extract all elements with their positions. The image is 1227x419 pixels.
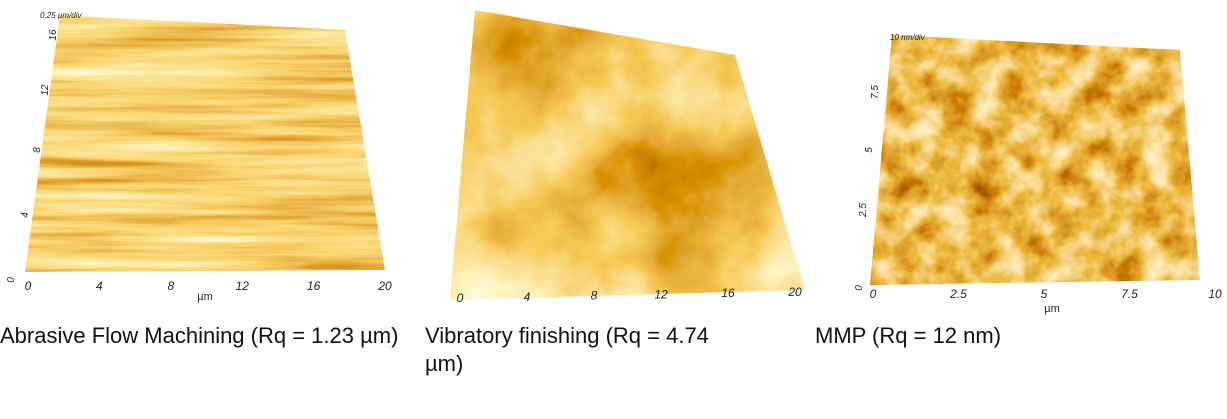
- x-tick-label: 8: [167, 279, 174, 293]
- x-tick-label: 4: [524, 290, 531, 304]
- surface-2: [450, 10, 805, 300]
- x-tick-label: 4: [96, 279, 103, 293]
- y-tick-label: 12: [40, 84, 51, 96]
- x-tick-label: 12: [236, 279, 250, 293]
- y-tick-label: 8: [32, 147, 43, 153]
- afm-images: 0.25 µm/div 10 nm/div 0 4 8 12 16 20 µm 0 4 8 12 16…: [6, 10, 1222, 320]
- caption: Vibratory finishing (Rq = 4.74 µm): [425, 323, 709, 376]
- x-tick-label: 20: [377, 279, 392, 293]
- x-axis-label: µm: [1044, 303, 1060, 315]
- caption: Abrasive Flow Machining (Rq = 1.23 µm): [0, 323, 399, 348]
- caption: MMP (Rq = 12 nm): [815, 323, 1002, 348]
- x-axis-label: µm: [617, 319, 633, 320]
- x-tick-label: 0: [870, 287, 877, 301]
- surface-1: [25, 15, 385, 272]
- x-tick-label: 0: [25, 279, 32, 293]
- y-tick-label: 5: [864, 147, 875, 153]
- x-tick-label: 2.5: [949, 287, 967, 301]
- y-tick-label: 2.5: [858, 203, 869, 218]
- x-tick-label: 7.5: [1121, 287, 1138, 301]
- x-tick-label: 16: [721, 286, 735, 300]
- x-tick-label: 8: [591, 289, 598, 303]
- x-tick-label: 5: [1041, 287, 1048, 301]
- surface-3: [870, 35, 1200, 285]
- y-tick-label: 0: [6, 277, 17, 283]
- x-axis-label: µm: [197, 291, 213, 303]
- x-tick-label: 16: [307, 279, 321, 293]
- x-tick-label: 0: [457, 291, 464, 305]
- axes-1: 0 4 8 12 16 20 µm 0 4 8 12 16 0 4 8 12 16 20 µm 0 2.5 5 7.5 10 µ…: [6, 29, 1222, 320]
- y-tick-label: 7.5: [870, 85, 881, 99]
- x-tick-label: 20: [787, 285, 802, 299]
- x-tick-label: 12: [654, 287, 668, 301]
- y-tick-label: 0: [854, 285, 865, 291]
- z-scale: 10 nm/div: [890, 33, 926, 42]
- z-scale: 0.25 µm/div: [40, 11, 83, 20]
- y-tick-label: 4: [20, 212, 31, 218]
- y-tick-label: 16: [48, 29, 59, 41]
- x-tick-label: 10: [1208, 287, 1222, 301]
